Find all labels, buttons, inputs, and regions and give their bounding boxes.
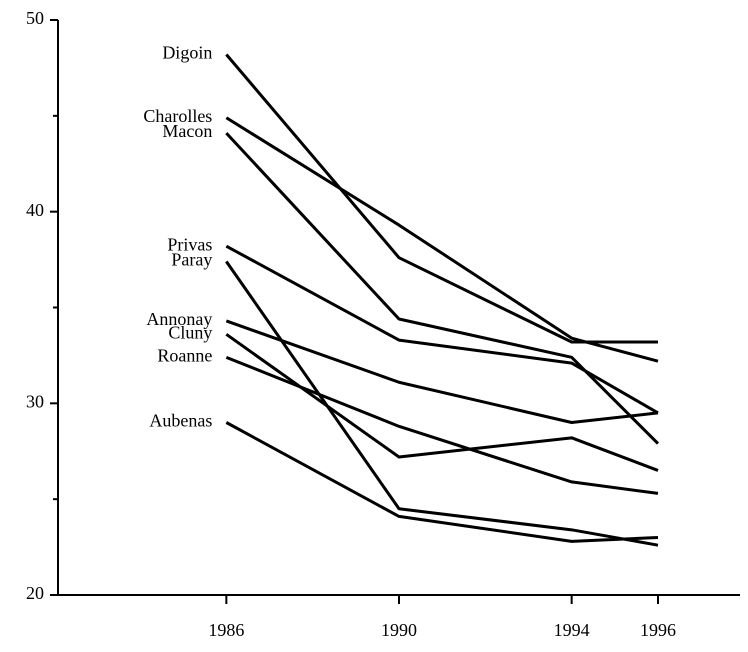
x-tick-label: 1996 [640,620,676,640]
line [225,116,659,363]
series-label: Digoin [162,43,212,63]
y-tick-label: 40 [26,200,44,220]
series-label: Annonay [146,309,212,329]
x-tick-label: 1990 [381,620,417,640]
y-tick-label: 20 [26,583,44,603]
line [225,260,659,547]
series-label: Aubenas [149,411,212,431]
line [225,319,659,424]
line [225,421,659,543]
series-label: Charolles [143,106,212,126]
series-label: Privas [167,234,212,254]
line [225,132,660,445]
y-tick-label: 30 [26,391,44,411]
line [225,333,659,472]
series-label: Roanne [157,345,212,365]
series-label: Paray [171,250,212,270]
x-tick-label: 1986 [208,620,244,640]
series-label: Macon [162,121,212,141]
y-tick-label: 50 [26,8,44,28]
line [225,355,659,495]
series-label: Cluny [168,322,212,342]
line [225,244,659,415]
line [225,53,658,344]
x-tick-label: 1994 [554,620,590,640]
